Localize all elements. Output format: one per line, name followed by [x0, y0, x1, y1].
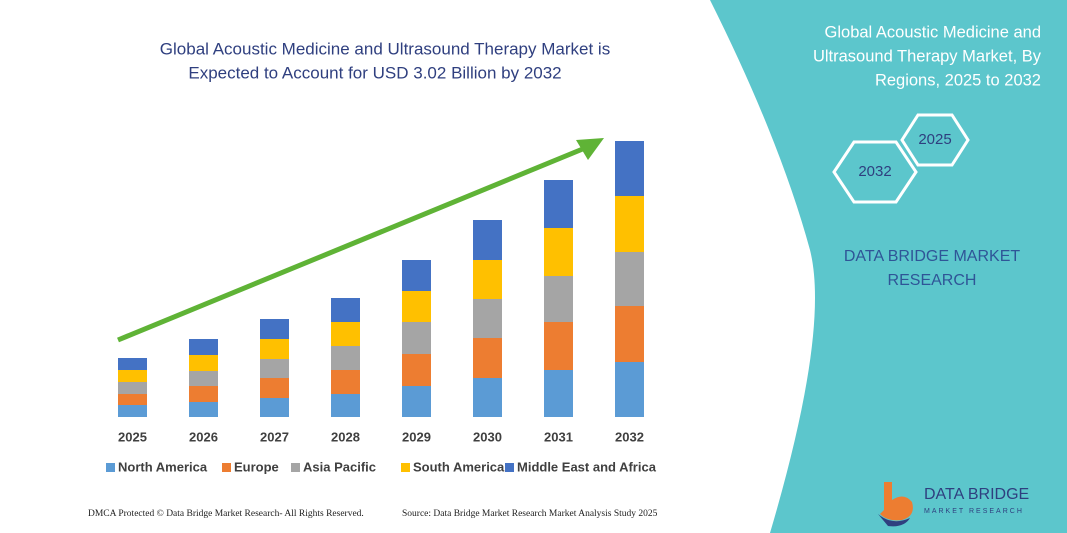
chart: 2025 2026 2027 2028 2029 2030 2031 2032 North Am… — [106, 141, 657, 474]
bar-segment — [473, 260, 502, 299]
bar-segment — [615, 252, 644, 306]
legend-swatch — [505, 463, 514, 472]
brand-text: DATA BRIDGE MARKET — [844, 248, 1021, 265]
bar-segment — [118, 370, 147, 382]
panel-title: Ultrasound Therapy Market, By — [813, 47, 1042, 65]
hex-label: 2025 — [918, 131, 951, 148]
bar-segment — [473, 338, 502, 378]
bar-segment — [615, 306, 644, 362]
x-tick-label: 2031 — [544, 429, 573, 444]
hex-label: 2032 — [858, 163, 891, 180]
bar-segment — [331, 346, 360, 370]
bar-segment — [260, 339, 289, 359]
bar-segment — [260, 378, 289, 398]
bar-segment — [615, 196, 644, 252]
bar-segment — [331, 394, 360, 417]
footer-right: Source: Data Bridge Market Research Mark… — [402, 509, 658, 519]
bar-segment — [118, 405, 147, 417]
bar-segment — [544, 180, 573, 228]
logo-tagline: MARKET RESEARCH — [924, 508, 1024, 515]
bar-segment — [189, 355, 218, 371]
legend-swatch — [106, 463, 115, 472]
bar-segment — [402, 386, 431, 417]
bar-segment — [402, 291, 431, 322]
legend-swatch — [222, 463, 231, 472]
bar-segment — [402, 260, 431, 291]
bar-segment — [544, 370, 573, 417]
bar-segment — [260, 359, 289, 378]
trend-arrow — [117, 143, 591, 343]
brand-text: RESEARCH — [888, 272, 977, 289]
panel-title: Global Acoustic Medicine and — [825, 23, 1041, 41]
x-tick-label: 2030 — [473, 429, 502, 444]
side-panel — [710, 0, 1067, 533]
logo-mark — [878, 514, 910, 527]
bar-segment — [402, 354, 431, 386]
bar-segment — [473, 378, 502, 417]
x-tick-label: 2027 — [260, 429, 289, 444]
bar-segment — [331, 370, 360, 394]
bar-segment — [615, 362, 644, 417]
x-tick-label: 2032 — [615, 429, 644, 444]
bar-segment — [544, 322, 573, 370]
footer-left: DMCA Protected © Data Bridge Market Rese… — [88, 508, 364, 519]
x-tick-label: 2028 — [331, 429, 360, 444]
bar-segment — [544, 276, 573, 322]
legend-label: Europe — [234, 459, 279, 474]
bar-segment — [189, 371, 218, 386]
logo-name: DATA BRIDGE — [924, 486, 1029, 503]
chart-title: Global Acoustic Medicine and Ultrasound … — [160, 39, 610, 58]
legend-label: Middle East and Africa — [517, 459, 657, 474]
bar-segment — [473, 220, 502, 260]
bar-segment — [189, 339, 218, 355]
legend-swatch — [291, 463, 300, 472]
x-tick-label: 2026 — [189, 429, 218, 444]
legend-label: South America — [413, 459, 505, 474]
legend-label: North America — [118, 459, 208, 474]
bar-segment — [331, 298, 360, 322]
bar-segment — [260, 398, 289, 417]
bar-segment — [118, 358, 147, 370]
hexagon — [900, 113, 970, 167]
bar-segment — [260, 319, 289, 339]
bar-segment — [118, 394, 147, 405]
logo-mark — [880, 482, 913, 521]
chart-title: Expected to Account for USD 3.02 Billion… — [188, 63, 561, 82]
legend-label: Asia Pacific — [303, 459, 376, 474]
bar-segment — [189, 402, 218, 417]
bar-segment — [473, 299, 502, 338]
panel-title: Regions, 2025 to 2032 — [875, 71, 1041, 89]
hexagon — [832, 140, 918, 204]
bar-segment — [615, 141, 644, 196]
bar-segment — [402, 322, 431, 354]
x-tick-label: 2029 — [402, 429, 431, 444]
bar-segment — [118, 382, 147, 394]
x-tick-label: 2025 — [118, 429, 147, 444]
bar-segment — [331, 322, 360, 346]
bar-segment — [189, 386, 218, 402]
legend-swatch — [401, 463, 410, 472]
bar-segment — [544, 228, 573, 276]
trend-arrowhead — [576, 138, 604, 160]
